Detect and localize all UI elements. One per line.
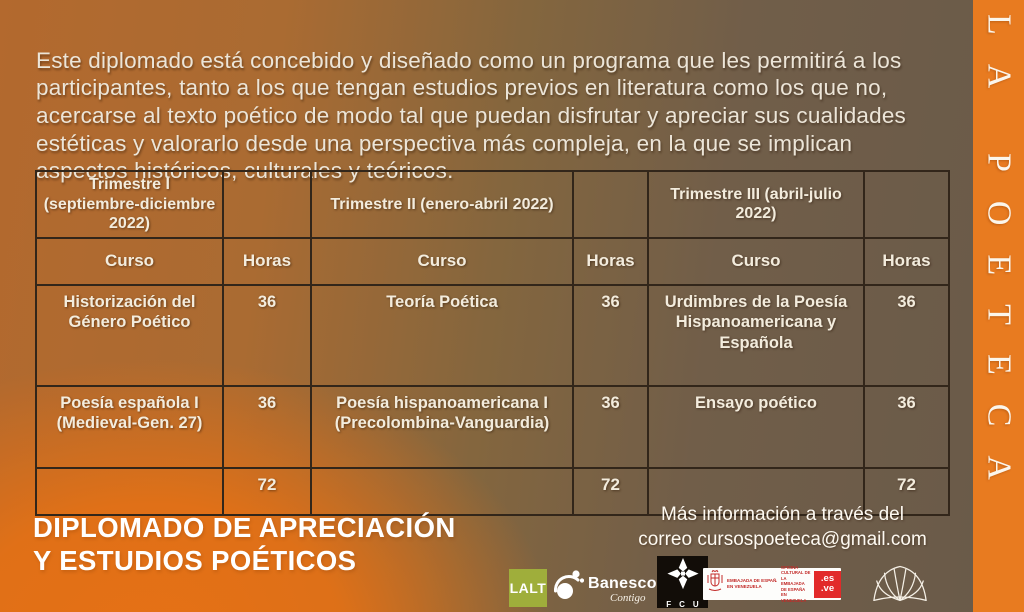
empty-cell [35,466,224,516]
course-cell: Urdimbres de la Poesía Hispanoamericana … [647,283,865,387]
diploma-title-line1: DIPLOMADO DE APRECIACIÓN [33,512,456,543]
trimester-2-header: Trimestre II (enero-abril 2022) [310,170,574,239]
hours-cell: 36 [222,384,312,469]
hours-cell: 36 [222,283,312,387]
trimester-header-row: Trimestre I (septiembre-diciembre 2022) … [35,170,950,239]
spain-coat-of-arms-icon [706,569,724,600]
es-domain: .es [820,573,835,585]
lalt-logo: LALT [509,569,547,607]
banesco-sphere-icon [553,567,585,608]
brand-vertical-title: LA POETECA [980,14,1018,509]
spain-embassy-logo: EMBAJADA DE ESPAÑA EN VENEZUELA [703,568,789,600]
course-schedule-table: Trimestre I (septiembre-diciembre 2022) … [35,170,950,516]
horas-header: Horas [222,236,312,286]
contact-email-line: correo cursospoeteca@gmail.com [638,528,927,550]
hours-cell: 36 [572,283,649,387]
embassy-label: EMBAJADA DE ESPAÑA EN VENEZUELA [727,578,780,589]
poeteca-book-fan-icon [871,561,929,608]
course-cell: Ensayo poético [647,384,865,469]
course-cell: Historización del Género Poético [35,283,224,387]
trimester-3-header: Trimestre III (abril-julio 2022) [647,170,865,239]
diploma-title: DIPLOMADO DE APRECIACIÓN Y ESTUDIOS POÉT… [33,511,456,577]
course-cell: Poesía española I (Medieval-Gen. 27) [35,384,224,469]
horas-header: Horas [572,236,649,286]
total-hours-row: 72 72 72 [35,466,950,516]
intro-paragraph: Este diplomado está concebido y diseñado… [36,47,907,184]
table-row: Poesía española I (Medieval-Gen. 27) 36 … [35,384,950,469]
banesco-wordmark: Banesco Contigo [588,575,657,604]
hours-cell: 36 [863,384,950,469]
contact-info: Más información a través del correo curs… [615,503,950,552]
curso-header: Curso [647,236,865,286]
curso-header: Curso [310,236,574,286]
curso-header: Curso [35,236,224,286]
fcu-logo: FCU [657,556,708,609]
total-hours-cell: 72 [222,466,312,516]
banesco-tagline: Contigo [610,592,646,604]
diploma-title-line2: Y ESTUDIOS POÉTICOS [33,545,357,576]
es-ve-icon: .es .ve [814,570,841,598]
cultural-office-label: OFICINA CULTURAL DE LA EMBAJADA DE ESPAÑ… [781,564,811,603]
total-hours-cell: 72 [863,466,950,516]
fcu-letters: FCU [666,600,707,609]
lalt-logo-label: LALT [509,580,547,596]
cultural-office-logo: OFICINA CULTURAL DE LA EMBAJADA DE ESPAÑ… [777,564,841,603]
empty-header-cell [222,170,312,239]
empty-header-cell [572,170,649,239]
banesco-name: Banesco [588,575,657,592]
column-header-row: Curso Horas Curso Horas Curso Horas [35,236,950,286]
hours-cell: 36 [863,283,950,387]
total-hours-cell: 72 [572,466,649,516]
contact-line1: Más información a través del [661,504,904,525]
fcu-cross-icon [666,556,700,599]
trimester-1-header: Trimestre I (septiembre-diciembre 2022) [35,170,224,239]
empty-cell [310,466,574,516]
banesco-logo: Banesco Contigo [553,567,657,608]
empty-header-cell [863,170,950,239]
horas-header: Horas [863,236,950,286]
brand-sidebar: LA POETECA [973,0,1024,612]
table-row: Historización del Género Poético 36 Teor… [35,283,950,387]
empty-cell [647,466,865,516]
ve-domain: .ve [820,583,835,594]
course-cell: Teoría Poética [310,283,574,387]
hours-cell: 36 [572,384,649,469]
course-cell: Poesía hispanoamericana I (Precolombina-… [310,384,574,469]
